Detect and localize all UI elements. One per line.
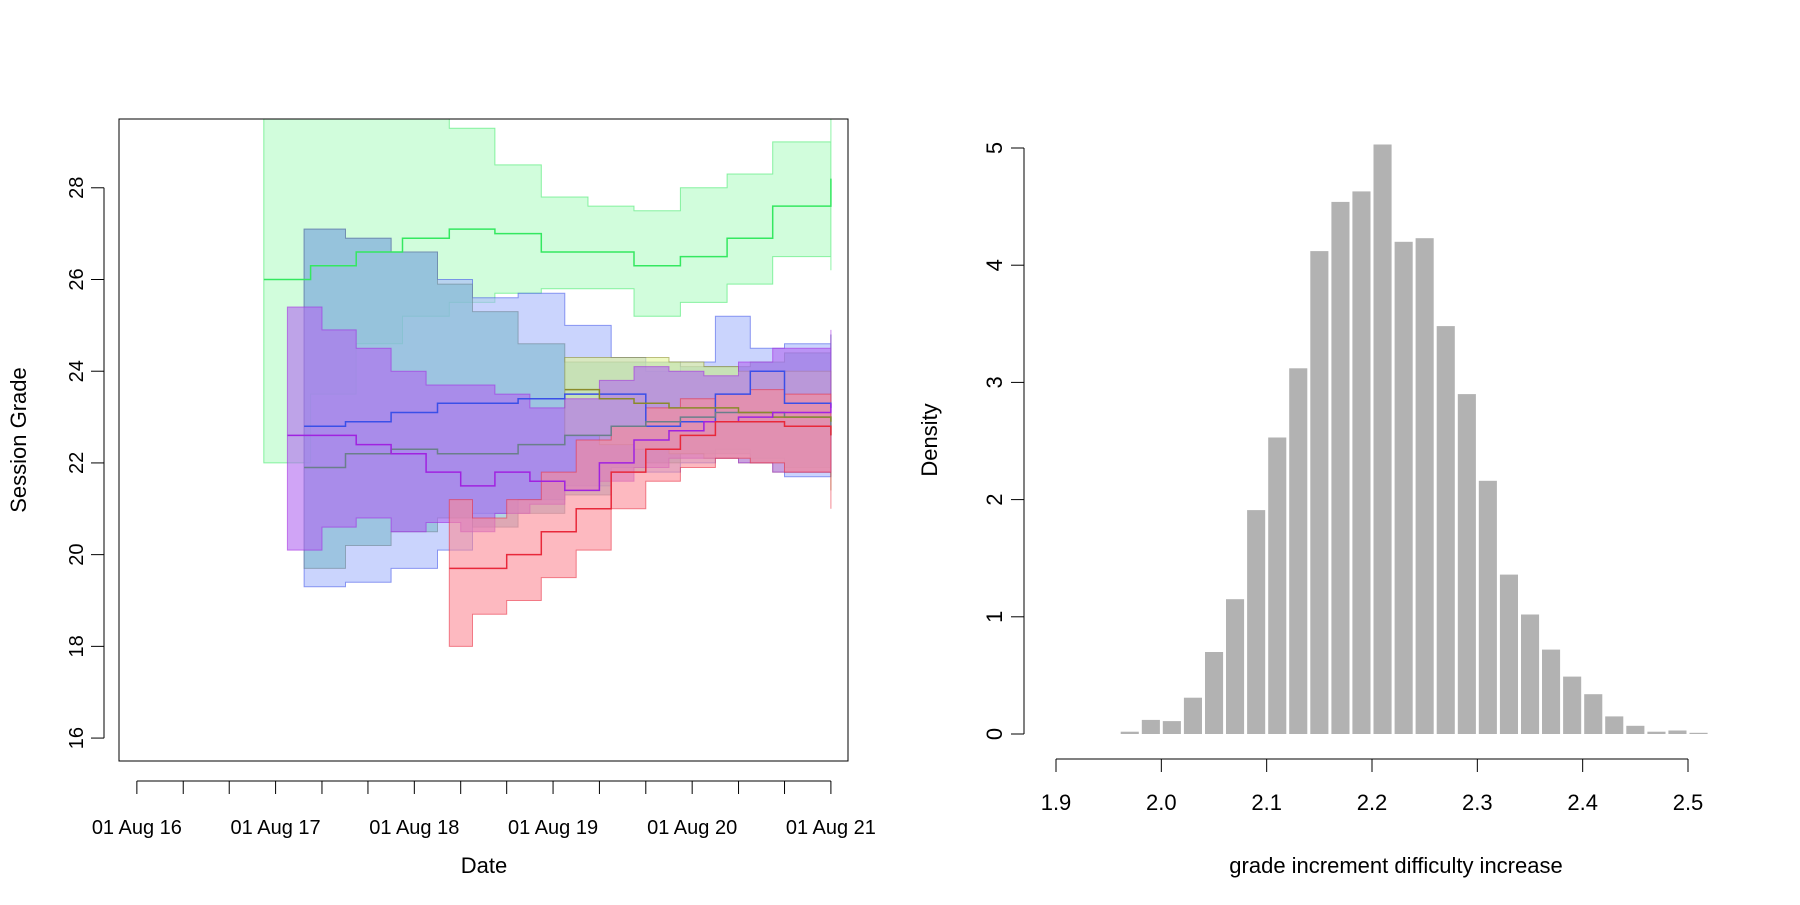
right-x-tick-label: 1.9 (1041, 790, 1072, 815)
histogram-bar (1457, 394, 1476, 734)
histogram-bar (1436, 326, 1455, 734)
left-y-tick-label: 18 (66, 635, 88, 657)
left-x-tick-label: 01 Aug 17 (231, 817, 321, 839)
right-x-tick-label: 2.0 (1146, 790, 1177, 815)
histogram-bar (1268, 437, 1287, 734)
histogram-bar (1521, 614, 1540, 734)
right-y-tick-label: 3 (982, 376, 1007, 388)
right-x-tick-label: 2.1 (1251, 790, 1282, 815)
histogram-bar (1247, 510, 1266, 734)
histogram-bar (1352, 191, 1371, 734)
right-x-tick-label: 2.4 (1567, 790, 1598, 815)
right-y-tick-label: 2 (982, 493, 1007, 505)
left-x-tick-label: 01 Aug 19 (508, 817, 598, 839)
series-2-mean-line (304, 370, 832, 427)
histogram-bar (1542, 649, 1561, 734)
histogram-bars (1120, 144, 1708, 735)
histogram-bar (1626, 725, 1645, 734)
left-chart-panel: 01 Aug 16 01 Aug 17 01 Aug 18 01 Aug 19 01 A… (6, 118, 876, 878)
series-6-band (448, 389, 832, 647)
histogram-bar (1478, 480, 1497, 734)
left-chart-bands (263, 118, 832, 647)
right-y-tick-label: 5 (982, 142, 1007, 154)
histogram-bar (1668, 730, 1687, 734)
right-chart-panel: 1.9 2.0 2.1 2.2 2.3 2.4 2.5 0 1 2 3 4 5 grade incre… (917, 142, 1708, 878)
series-1-mean-line (263, 178, 832, 281)
histogram-bar (1205, 652, 1224, 734)
left-chart-lines (263, 178, 832, 570)
histogram-bar (1584, 694, 1603, 734)
histogram-bar (1289, 368, 1308, 734)
left-y-tick-label: 16 (66, 727, 88, 749)
right-x-axis-label: grade increment difficulty increase (1229, 853, 1562, 878)
series-5-mean-line (287, 403, 832, 492)
histogram-bar (1162, 721, 1181, 734)
left-y-tick-label: 22 (66, 452, 88, 474)
left-x-axis-label: Date (461, 853, 507, 878)
histogram-bar (1605, 716, 1624, 734)
right-y-axis-label: Density (917, 403, 942, 476)
left-y-axis: 16 18 20 22 24 26 28 (66, 177, 105, 749)
histogram-bar (1563, 676, 1582, 734)
right-x-tick-label: 2.5 (1673, 790, 1704, 815)
left-y-tick-label: 26 (66, 268, 88, 290)
left-y-tick-label: 28 (66, 177, 88, 199)
right-x-tick-label: 2.2 (1357, 790, 1388, 815)
histogram-bar (1141, 719, 1160, 734)
right-y-tick-label: 1 (982, 611, 1007, 623)
histogram-bar (1331, 201, 1350, 734)
left-y-tick-label: 24 (66, 360, 88, 382)
histogram-bar (1120, 731, 1139, 734)
left-x-tick-label: 01 Aug 18 (369, 817, 459, 839)
histogram-bar (1415, 238, 1434, 734)
right-y-tick-label: 4 (982, 259, 1007, 271)
histogram-bar (1226, 599, 1245, 734)
left-x-tick-label: 01 Aug 21 (786, 817, 876, 839)
right-x-tick-label: 2.3 (1462, 790, 1493, 815)
right-x-axis: 1.9 2.0 2.1 2.2 2.3 2.4 2.5 (1041, 758, 1704, 815)
left-y-tick-label: 20 (66, 543, 88, 565)
histogram-bar (1183, 697, 1202, 734)
left-plot-frame (118, 118, 849, 762)
left-x-tick-label: 01 Aug 20 (647, 817, 737, 839)
histogram-bar (1373, 144, 1392, 734)
histogram-bar (1499, 574, 1518, 734)
right-y-tick-label: 0 (982, 728, 1007, 740)
right-y-axis: 0 1 2 3 4 5 (982, 142, 1025, 740)
histogram-bar (1647, 731, 1666, 734)
series-6-mean-line (449, 420, 832, 570)
left-x-tick-label: 01 Aug 16 (92, 817, 182, 839)
histogram-bar (1394, 241, 1413, 735)
left-x-axis: 01 Aug 16 01 Aug 17 01 Aug 18 01 Aug 19 01 A… (92, 780, 876, 839)
left-y-axis-label: Session Grade (6, 367, 31, 513)
histogram-bar (1310, 251, 1329, 734)
histogram-bar (1689, 732, 1708, 734)
